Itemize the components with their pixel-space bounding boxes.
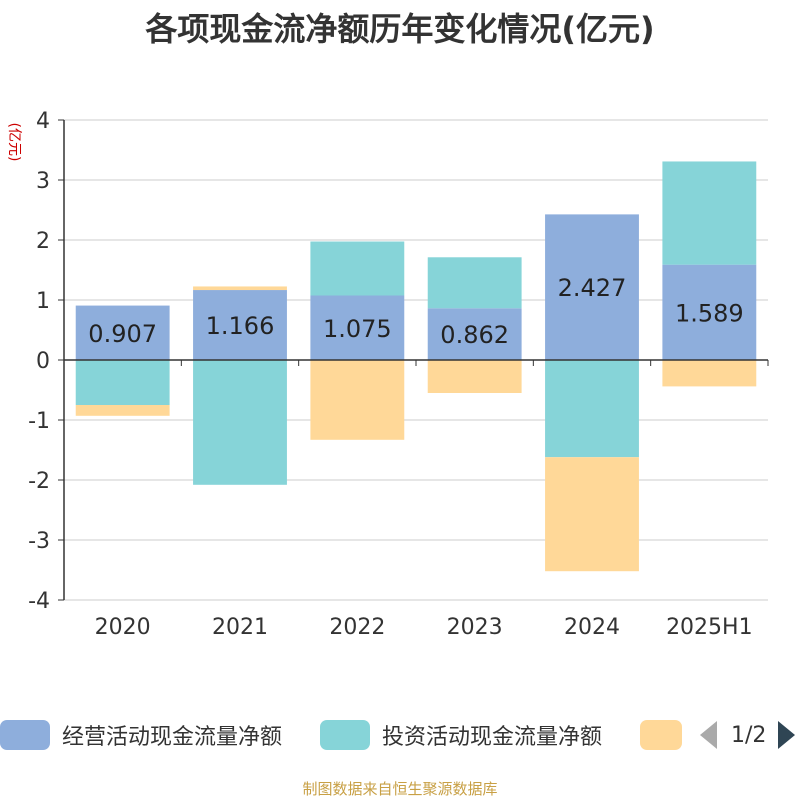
legend-page-indicator: 1/2: [731, 722, 767, 748]
legend-item-operating[interactable]: 经营活动现金流量净额: [0, 718, 282, 752]
data-label-2022: 1.075: [323, 315, 392, 343]
legend-prev-page-icon[interactable]: [700, 721, 717, 749]
x-tick-label: 2023: [447, 615, 503, 640]
bar-series2-2024: [545, 457, 639, 572]
y-tick-label: 4: [36, 109, 50, 134]
legend-swatch-investing: [320, 720, 370, 750]
y-tick-label: -3: [28, 529, 50, 554]
x-tick-label: 2022: [329, 615, 385, 640]
bar-series0-2021: [193, 290, 287, 360]
bar-series0-2020: [75, 305, 170, 360]
bar-series0-2024: [545, 214, 639, 360]
y-axis-title: (亿元): [6, 123, 22, 162]
data-label-2024: 2.427: [558, 274, 627, 302]
bar-series1-2022: [310, 241, 405, 296]
data-label-2025H1: 1.589: [675, 299, 744, 327]
legend-label-investing: 投资活动现金流量净额: [382, 725, 603, 750]
y-tick-label: 1: [36, 289, 50, 314]
data-label-2020: 0.907: [88, 320, 157, 348]
bar-series1-2025H1: [662, 161, 757, 265]
bar-series2-2022: [310, 360, 405, 440]
bar-series1-2021: [193, 360, 287, 485]
bar-series0-2022: [310, 295, 405, 360]
chart-title: 各项现金流净额历年变化情况(亿元): [145, 10, 655, 48]
data-label-2021: 1.166: [206, 312, 275, 340]
legend-swatch-operating: [0, 720, 50, 750]
source-note: 制图数据来自恒生聚源数据库: [302, 780, 498, 798]
y-tick-label: -2: [28, 469, 50, 494]
x-tick-label: 2021: [212, 615, 268, 640]
bar-series2-2021: [193, 286, 287, 291]
bar-series2-2025H1: [662, 360, 757, 387]
legend-swatch-financing: [640, 720, 682, 750]
legend-next-page-icon[interactable]: [778, 721, 796, 749]
y-tick-label: -4: [28, 589, 50, 614]
bar-series2-2020: [75, 405, 170, 416]
x-tick-label: 2025H1: [666, 615, 753, 640]
y-tick-label: 2: [36, 229, 50, 254]
legend-item-investing[interactable]: 投资活动现金流量净额: [320, 718, 602, 752]
bar-series1-2020: [75, 360, 170, 405]
bar-series2-2023: [427, 360, 522, 393]
y-tick-label: 3: [36, 169, 50, 194]
y-tick-label: 0: [36, 349, 50, 374]
x-tick-label: 2024: [564, 615, 620, 640]
y-tick-label: -1: [28, 409, 50, 434]
bar-series1-2023: [427, 257, 522, 309]
legend-label-operating: 经营活动现金流量净额: [62, 725, 283, 750]
legend-item-financing[interactable]: [640, 718, 682, 752]
legend-pager: 1/2: [700, 718, 796, 752]
bar-series0-2023: [427, 308, 522, 360]
x-tick-label: 2020: [95, 615, 151, 640]
bar-series1-2024: [545, 360, 639, 458]
bar-series0-2025H1: [662, 264, 757, 360]
data-label-2023: 0.862: [440, 321, 509, 349]
